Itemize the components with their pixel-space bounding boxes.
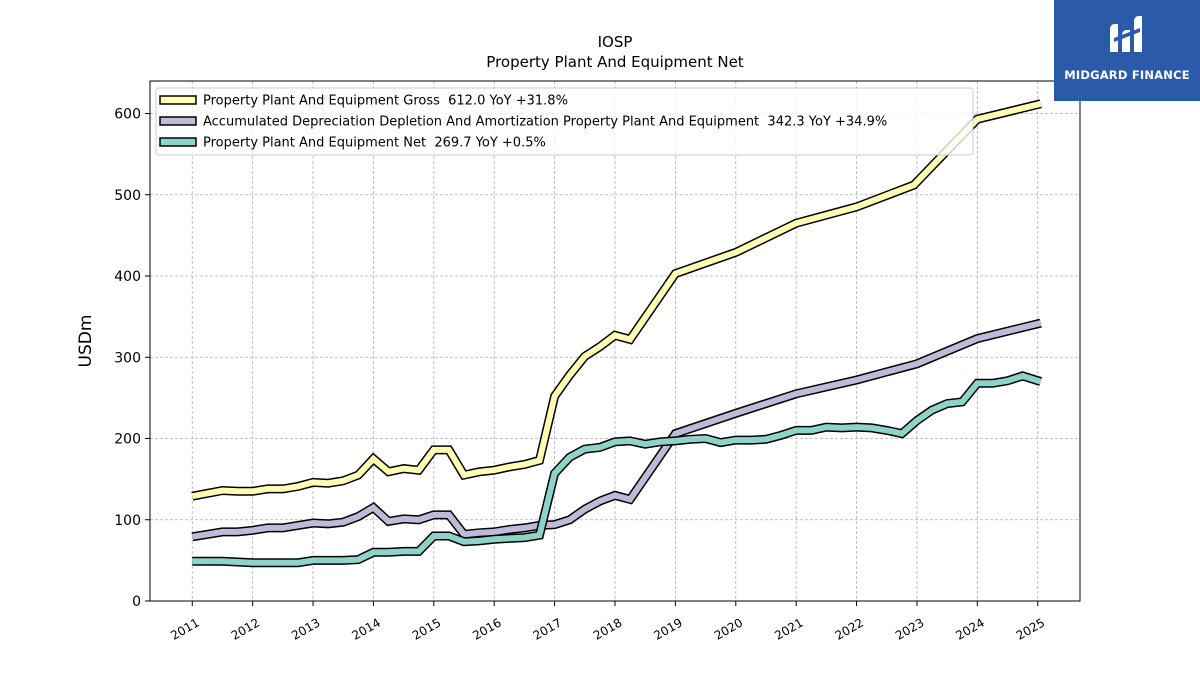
y-tick-label: 300: [114, 350, 141, 366]
y-axis: 0 100 200 300 400 500 600: [114, 107, 150, 610]
watermark-logo: MIDGARD FINANCE: [1054, 0, 1200, 101]
series-line: [192, 372, 1042, 566]
x-tick-label: 2020: [712, 615, 745, 642]
chart-title: IOSP: [598, 33, 633, 51]
x-tick-label: 2023: [893, 615, 926, 642]
x-tick-label: 2018: [591, 615, 624, 642]
series-line-outline: [192, 371, 1043, 568]
series-1: [191, 318, 1042, 542]
legend-label: Accumulated Depreciation Depletion And A…: [203, 115, 887, 130]
chart-subtitle: Property Plant And Equipment Net: [486, 53, 743, 71]
x-tick-label: 2017: [531, 615, 564, 642]
y-tick-label: 500: [114, 188, 141, 204]
series-0: [191, 99, 1042, 501]
legend-label: Property Plant And Equipment Gross 612.0…: [203, 94, 568, 109]
y-tick-label: 400: [114, 269, 141, 285]
legend: Property Plant And Equipment Gross 612.0…: [155, 87, 974, 156]
x-tick-label: 2013: [289, 615, 322, 642]
legend-swatch: [159, 137, 197, 147]
series-line-outline: [191, 318, 1042, 542]
watermark-text: MIDGARD FINANCE: [1064, 68, 1190, 82]
y-tick-label: 0: [132, 594, 141, 610]
x-tick-label: 2025: [1014, 615, 1047, 642]
y-tick-label: 200: [114, 432, 141, 448]
x-tick-label: 2012: [229, 615, 262, 642]
x-tick-label: 2011: [168, 615, 201, 642]
series-layer: [191, 99, 1043, 568]
grid: [150, 81, 1080, 602]
series-line: [191, 100, 1042, 500]
legend-box: [155, 87, 974, 156]
x-tick-label: 2014: [349, 615, 382, 642]
y-axis-label: USDm: [76, 315, 96, 368]
x-tick-label: 2016: [470, 615, 503, 642]
x-tick-label: 2024: [953, 615, 986, 642]
legend-item: Property Plant And Equipment Net 269.7 Y…: [159, 136, 546, 151]
x-axis: 2011 2012 2013 2014 2015 2016 2017 2018 2019 2020…: [168, 601, 1047, 643]
legend-item: Property Plant And Equipment Gross 612.0…: [159, 94, 568, 109]
legend-label: Property Plant And Equipment Net 269.7 Y…: [203, 136, 546, 151]
legend-swatch: [159, 95, 197, 105]
logo-mark-icon: [1110, 16, 1142, 52]
series-2: [192, 371, 1043, 568]
y-tick-label: 600: [114, 107, 141, 123]
legend-swatch: [159, 116, 197, 126]
y-tick-label: 100: [114, 513, 141, 529]
x-tick-label: 2015: [410, 615, 443, 642]
legend-item: Accumulated Depreciation Depletion And A…: [159, 115, 887, 130]
x-tick-label: 2022: [833, 615, 866, 642]
series-line: [191, 320, 1042, 540]
x-tick-label: 2021: [772, 615, 805, 642]
x-tick-label: 2019: [651, 615, 684, 642]
